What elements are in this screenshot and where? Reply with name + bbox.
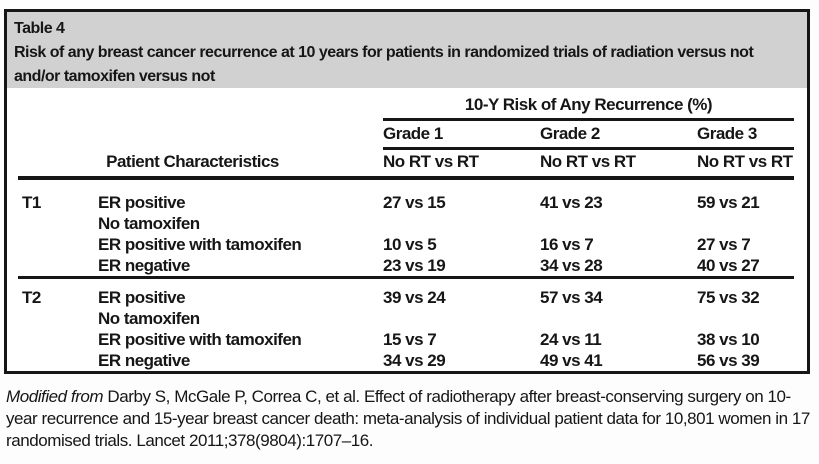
value-cell-grade2: 57 vs 34	[540, 288, 603, 307]
row-label: ER positive with tamoxifen	[98, 330, 302, 349]
header-grade-row: Grade 1 Grade 2 Grade 3	[7, 121, 807, 150]
table-number-label: Table 4	[14, 20, 65, 37]
row-label-line1: ER positive	[98, 193, 186, 212]
table-row: T1 ER positive No tamoxifen 27 vs 15 41 …	[22, 192, 807, 234]
table-titlebar: Table 4 Risk of any breast cancer recurr…	[7, 12, 807, 88]
value-cell-grade3: 40 vs 27	[697, 256, 760, 275]
value-cell-grade3: 59 vs 21	[697, 193, 760, 212]
section-t1: T1 ER positive No tamoxifen 27 vs 15 41 …	[7, 180, 807, 276]
table-row: ER positive with tamoxifen 15 vs 7 24 vs…	[22, 329, 807, 350]
row-label: ER negative	[98, 256, 190, 275]
stub-header: Patient Characteristics	[106, 152, 279, 171]
value-cell-grade1: 34 vs 29	[383, 351, 446, 370]
value-cell-grade1: 15 vs 7	[383, 330, 437, 349]
value-cell-grade2: 16 vs 7	[540, 235, 594, 254]
row-label: ER positive No tamoxifen	[98, 287, 383, 329]
header-subrow: Patient Characteristics No RT vs RT No R…	[7, 150, 807, 176]
grade3-column-header: Grade 3	[697, 121, 794, 150]
section-t2: T2 ER positive No tamoxifen 39 vs 24 57 …	[7, 279, 807, 371]
value-cell-grade2: 49 vs 41	[540, 351, 603, 370]
footnote: Modified from Darby S, McGale P, Correa …	[6, 386, 814, 452]
footnote-lead-italic: Modified from	[6, 387, 104, 406]
footnote-text: Darby S, McGale P, Correa C, et al. Effe…	[6, 387, 810, 450]
value-cell-grade1: 39 vs 24	[383, 288, 446, 307]
value-cell-grade3: 27 vs 7	[697, 235, 751, 254]
header-spanner-row: 10-Y Risk of Any Recurrence (%)	[7, 88, 807, 121]
value-cell-grade2: 34 vs 28	[540, 256, 603, 275]
arms-subheader-grade2: No RT vs RT	[540, 152, 636, 171]
grade1-column-header: Grade 1	[383, 121, 540, 150]
value-cell-grade3: 38 vs 10	[697, 330, 760, 349]
value-cell-grade1: 23 vs 19	[383, 256, 446, 275]
header-bottom-rule	[18, 176, 794, 180]
row-label-line2: No tamoxifen	[98, 309, 200, 328]
table-caption: Risk of any breast cancer recurrence at …	[14, 44, 754, 85]
stage-cell: T1	[22, 193, 41, 212]
value-cell-grade1: 27 vs 15	[383, 193, 446, 212]
value-cell-grade2: 24 vs 11	[540, 330, 602, 349]
section-divider-rule	[18, 276, 794, 279]
table-row: T2 ER positive No tamoxifen 39 vs 24 57 …	[22, 287, 807, 329]
column-spanner-heading: 10-Y Risk of Any Recurrence (%)	[383, 88, 794, 121]
grade2-column-header: Grade 2	[540, 121, 697, 150]
arms-subheader-grade3: No RT vs RT	[697, 152, 793, 171]
stage-cell: T2	[22, 288, 41, 307]
row-label: ER positive No tamoxifen	[98, 192, 383, 234]
row-label-line1: ER positive	[98, 288, 186, 307]
row-label-line2: No tamoxifen	[98, 214, 200, 233]
arms-subheader-grade1: No RT vs RT	[383, 152, 479, 171]
table-row: ER negative 23 vs 19 34 vs 28 40 vs 27	[22, 255, 807, 276]
table-row: ER negative 34 vs 29 49 vs 41 56 vs 39	[22, 350, 807, 371]
value-cell-grade1: 10 vs 5	[383, 235, 437, 254]
table-row: ER positive with tamoxifen 10 vs 5 16 vs…	[22, 234, 807, 255]
row-label: ER negative	[98, 351, 190, 370]
value-cell-grade3: 75 vs 32	[697, 288, 760, 307]
value-cell-grade3: 56 vs 39	[697, 351, 760, 370]
value-cell-grade2: 41 vs 23	[540, 193, 603, 212]
table4-card: Table 4 Risk of any breast cancer recurr…	[4, 9, 810, 374]
row-label: ER positive with tamoxifen	[98, 235, 302, 254]
